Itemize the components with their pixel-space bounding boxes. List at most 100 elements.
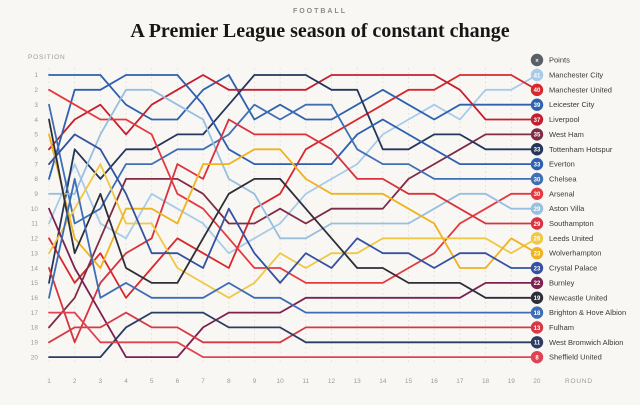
points-header-label: Points bbox=[549, 56, 570, 65]
line-tottenham-hotspur bbox=[48, 74, 538, 284]
legend-dot-manchester-city bbox=[530, 68, 544, 82]
legend-dot-southampton bbox=[530, 217, 544, 230]
y-tick-3: 3 bbox=[34, 102, 38, 109]
legend-label-sheffield-united: Sheffield United bbox=[549, 353, 602, 362]
y-tick-9: 9 bbox=[34, 191, 38, 198]
x-tick-6: 6 bbox=[176, 378, 180, 385]
x-tick-1: 1 bbox=[47, 378, 51, 385]
x-tick-2: 2 bbox=[73, 378, 77, 385]
section-kicker: FOOTBALL bbox=[292, 8, 348, 15]
legend-label-leeds-united: Leeds United bbox=[549, 234, 593, 243]
legend-dot-sheffield-united bbox=[530, 350, 544, 364]
legend-dot-everton bbox=[530, 157, 544, 171]
y-tick-18: 18 bbox=[31, 325, 39, 332]
x-tick-16: 16 bbox=[431, 378, 439, 385]
x-tick-9: 9 bbox=[253, 378, 257, 385]
x-tick-20: 20 bbox=[533, 378, 541, 385]
legend-points-brighton-hove-albion: 18 bbox=[534, 311, 541, 317]
y-tick-16: 16 bbox=[31, 295, 39, 302]
y-tick-12: 12 bbox=[31, 236, 39, 243]
legend-points-southampton: 29 bbox=[534, 222, 541, 228]
line-sheffield-united bbox=[48, 311, 538, 359]
line-fulham bbox=[48, 311, 538, 344]
legend-points-manchester-city: 41 bbox=[534, 73, 541, 79]
legend-points-liverpool: 37 bbox=[534, 118, 541, 124]
line-manchester-united bbox=[48, 74, 538, 299]
line-newcastle-united bbox=[48, 118, 538, 299]
line-arsenal bbox=[48, 88, 538, 284]
y-tick-15: 15 bbox=[31, 280, 39, 287]
y-tick-2: 2 bbox=[34, 87, 38, 94]
legend-label-manchester-city: Manchester City bbox=[549, 71, 603, 80]
legend-label-everton: Everton bbox=[549, 160, 575, 169]
line-brighton-hove-albion bbox=[48, 177, 538, 314]
points-header-icon bbox=[530, 53, 544, 67]
x-tick-19: 19 bbox=[508, 378, 516, 385]
legend-points-leicester-city: 39 bbox=[534, 103, 541, 109]
legend-label-liverpool: Liverpool bbox=[549, 115, 580, 124]
legend-dot-leicester-city bbox=[530, 98, 544, 111]
legend-points-manchester-united: 40 bbox=[534, 88, 541, 94]
line-aston-villa bbox=[48, 88, 538, 240]
y-tick-14: 14 bbox=[31, 265, 39, 272]
x-tick-15: 15 bbox=[405, 378, 413, 385]
legend-dot-liverpool bbox=[530, 113, 544, 126]
legend-label-leicester-city: Leicester City bbox=[549, 100, 595, 109]
y-tick-7: 7 bbox=[34, 161, 38, 168]
y-tick-5: 5 bbox=[34, 132, 38, 139]
x-tick-11: 11 bbox=[302, 378, 309, 385]
line-leeds-united bbox=[48, 163, 538, 299]
legend-dot-newcastle-united bbox=[530, 291, 544, 304]
x-tick-14: 14 bbox=[379, 378, 387, 385]
legend-points-west-bromwich-albion: 11 bbox=[534, 341, 541, 347]
line-west-bromwich-albion bbox=[48, 311, 538, 359]
legend-points-chelsea: 30 bbox=[534, 177, 541, 183]
legend-label-southampton: Southampton bbox=[549, 219, 594, 228]
legend-dot-aston-villa bbox=[530, 202, 544, 215]
x-tick-13: 13 bbox=[354, 378, 362, 385]
x-tick-7: 7 bbox=[201, 378, 205, 385]
y-tick-19: 19 bbox=[31, 340, 39, 347]
legend-label-manchester-united: Manchester United bbox=[549, 85, 612, 94]
line-west-ham bbox=[48, 133, 538, 329]
legend-dot-tottenham-hotspur bbox=[530, 143, 544, 156]
x-tick-10: 10 bbox=[277, 378, 285, 385]
line-wolverhampton bbox=[48, 133, 538, 269]
y-tick-4: 4 bbox=[34, 117, 38, 124]
legend-label-tottenham-hotspur: Tottenham Hotspur bbox=[549, 145, 613, 154]
y-tick-8: 8 bbox=[34, 176, 38, 183]
legend-label-chelsea: Chelsea bbox=[549, 174, 577, 183]
x-tick-4: 4 bbox=[124, 378, 128, 385]
legend-label-aston-villa: Aston Villa bbox=[549, 204, 585, 213]
legend-label-brighton-hove-albion: Brighton & Hove Albion bbox=[549, 308, 626, 317]
y-tick-6: 6 bbox=[34, 146, 38, 153]
legend-points-everton: 33 bbox=[534, 162, 541, 168]
legend-label-west-bromwich-albion: West Bromwich Albion bbox=[549, 338, 623, 347]
points-header-symbol: × bbox=[535, 58, 539, 64]
y-tick-20: 20 bbox=[31, 354, 39, 361]
legend-points-west-ham: 35 bbox=[534, 133, 541, 139]
legend-label-fulham: Fulham bbox=[549, 323, 574, 332]
x-tick-8: 8 bbox=[227, 378, 231, 385]
x-axis-title: ROUND bbox=[565, 378, 593, 385]
legend-points-burnley: 22 bbox=[534, 281, 541, 287]
legend-label-wolverhampton: Wolverhampton bbox=[549, 249, 601, 258]
line-crystal-palace bbox=[48, 133, 538, 284]
legend-dot-burnley bbox=[530, 276, 544, 290]
legend-label-arsenal: Arsenal bbox=[549, 189, 575, 198]
legend-dot-arsenal bbox=[530, 187, 544, 200]
y-tick-17: 17 bbox=[31, 310, 39, 317]
line-manchester-city bbox=[48, 74, 538, 255]
x-tick-12: 12 bbox=[328, 378, 336, 385]
legend-points-wolverhampton: 23 bbox=[534, 252, 541, 258]
legend-points-fulham: 13 bbox=[534, 326, 541, 332]
legend-points-arsenal: 30 bbox=[534, 192, 541, 198]
x-tick-3: 3 bbox=[99, 378, 103, 385]
legend-label-newcastle-united: Newcastle United bbox=[549, 293, 607, 302]
x-tick-5: 5 bbox=[150, 378, 154, 385]
legend-points-crystal-palace: 23 bbox=[534, 266, 541, 272]
legend-points-leeds-united: 26 bbox=[534, 237, 541, 243]
legend-dot-brighton-hove-albion bbox=[530, 306, 544, 319]
